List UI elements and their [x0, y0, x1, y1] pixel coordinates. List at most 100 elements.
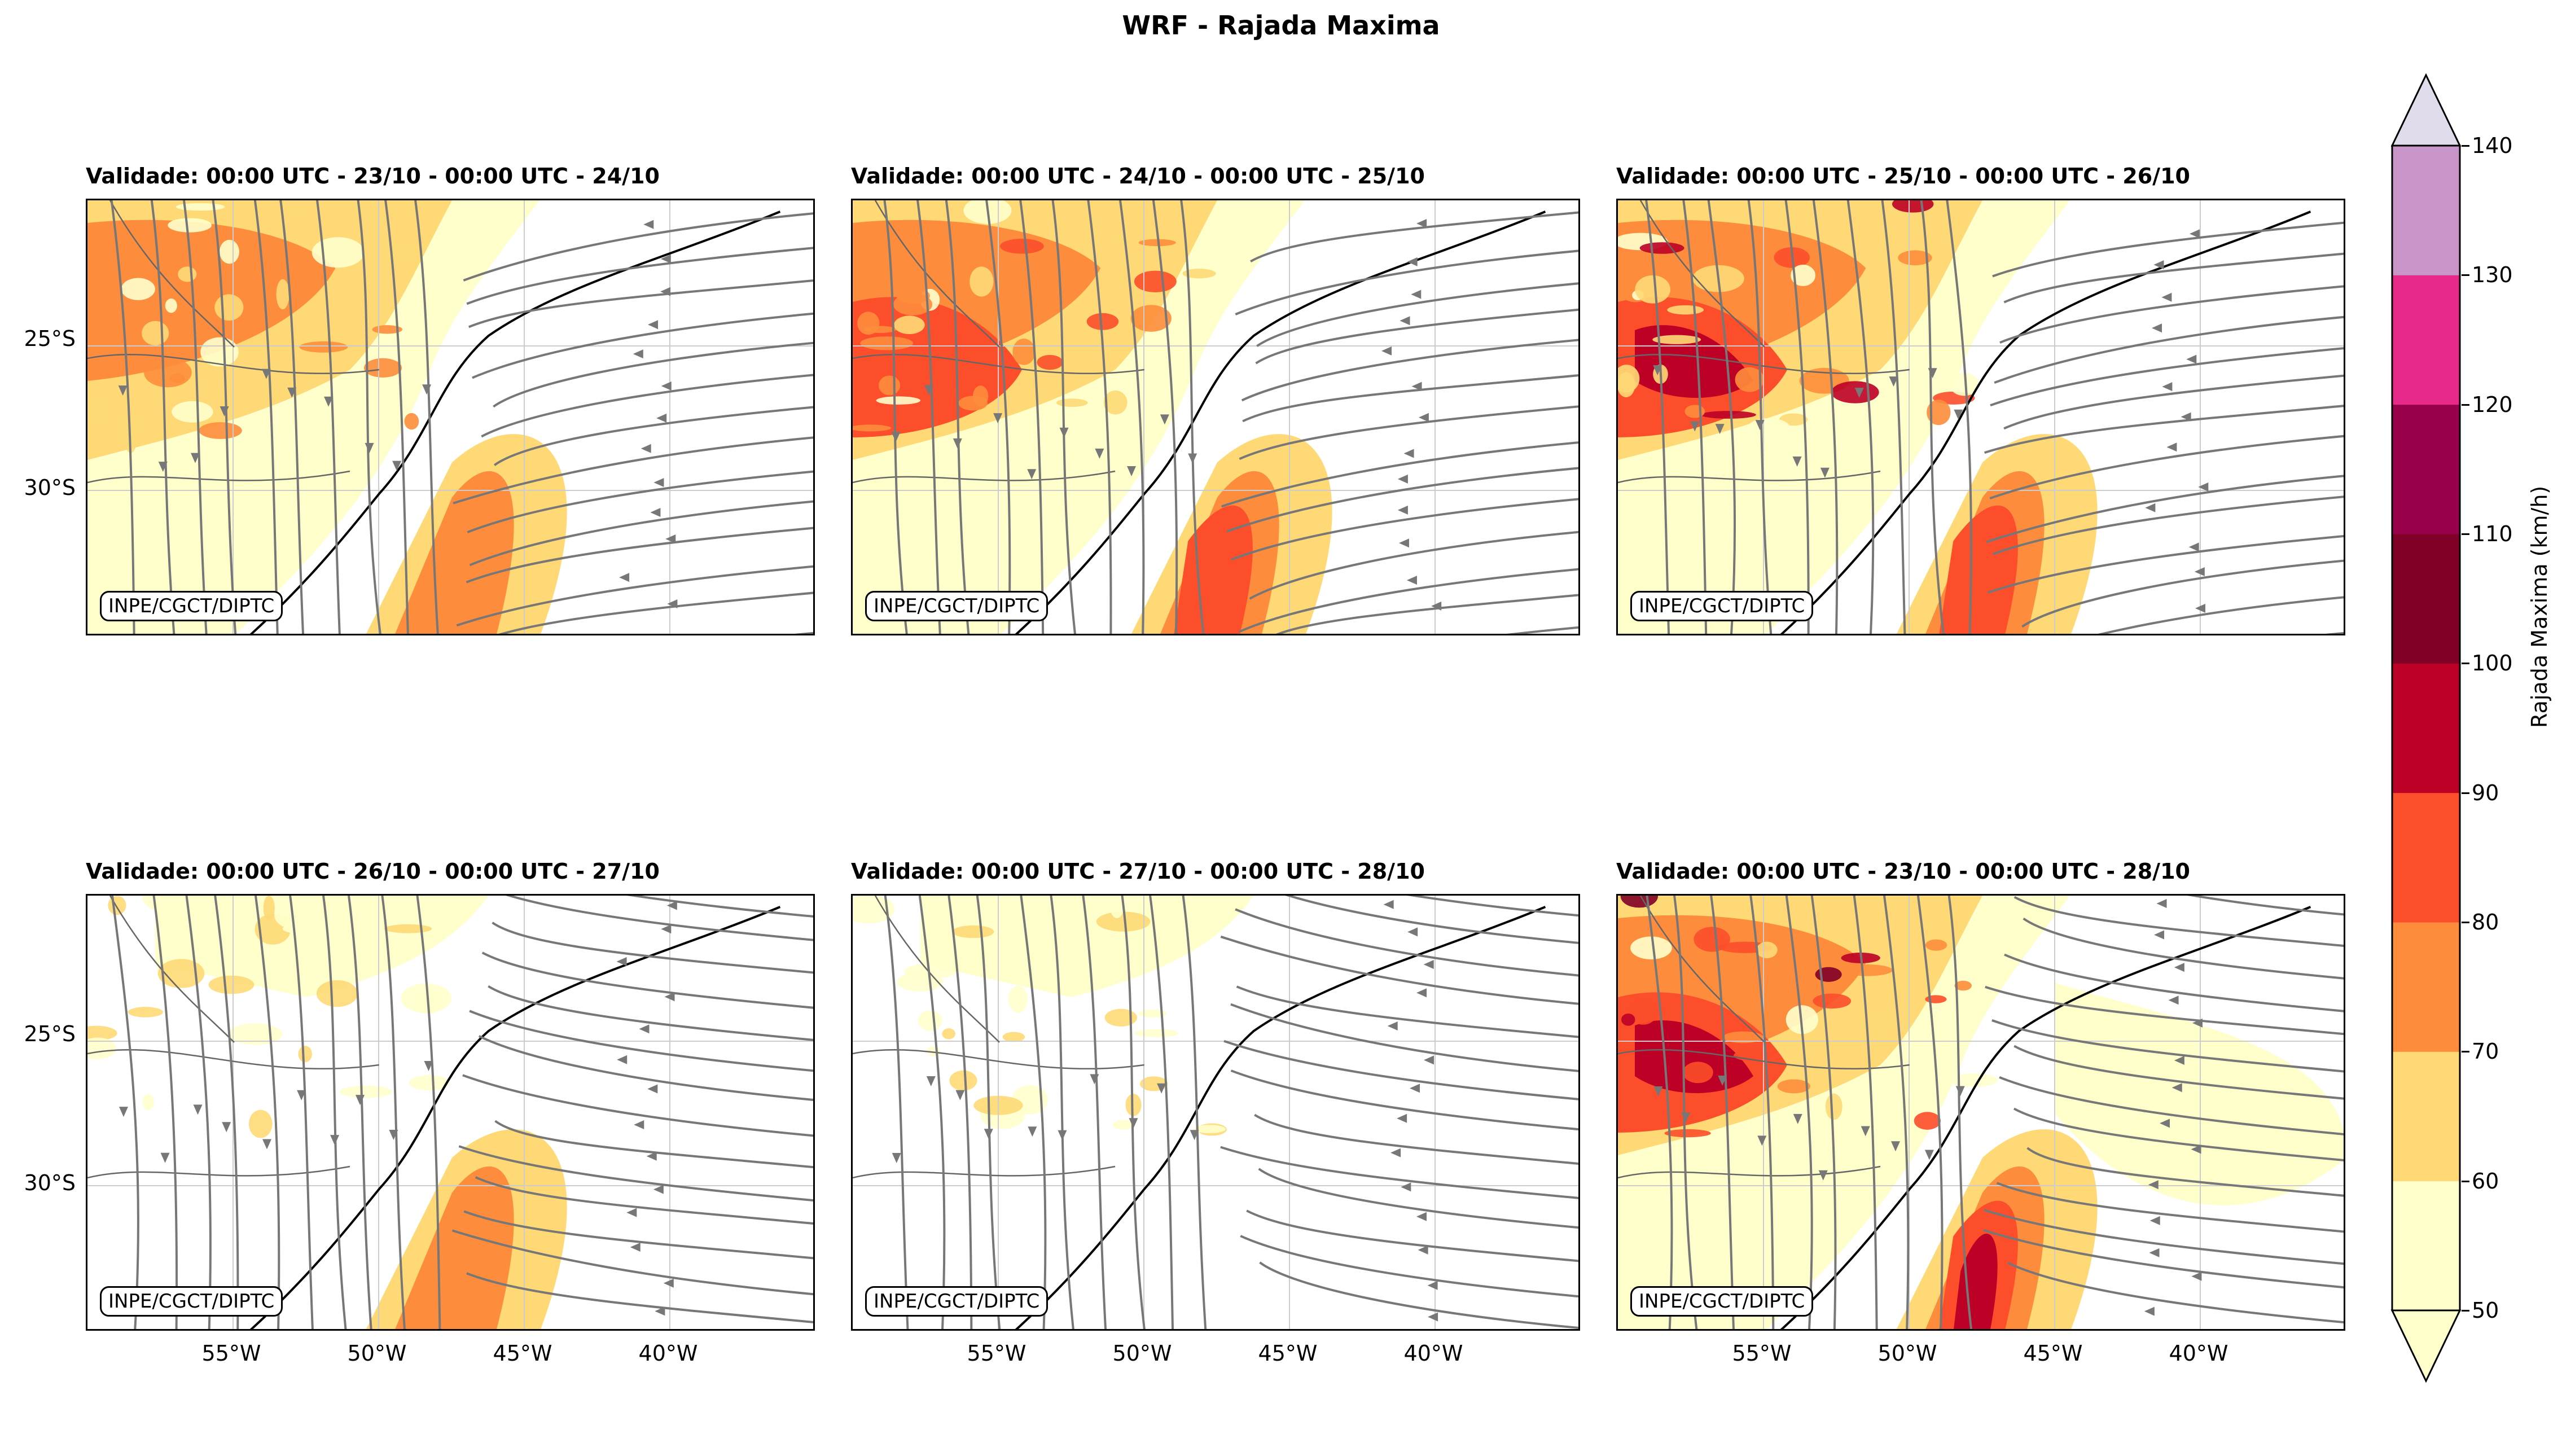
streamline [1853, 896, 1878, 1329]
streamline-arrow [2166, 442, 2177, 452]
streamline [1255, 308, 1578, 365]
gust-patch [220, 239, 239, 264]
streamline [498, 591, 813, 634]
streamline [1994, 315, 2344, 384]
streamline [1920, 200, 1945, 634]
streamline-arrow [648, 320, 659, 330]
colorbar-tick-mark [2462, 1051, 2469, 1053]
streamline-arrow [190, 453, 200, 463]
gust-area-80 [1939, 505, 2018, 634]
streamline [2003, 374, 2344, 430]
streamline [2021, 559, 2344, 628]
gust-patch [942, 1028, 955, 1040]
map-area[interactable]: INPE/CGCT/DIPTC [851, 894, 1580, 1331]
streamline-arrow [2159, 1119, 2170, 1128]
streamline [1881, 200, 1906, 634]
gust-patch [949, 1070, 977, 1091]
streamline-arrows [1653, 898, 2203, 1316]
streamline-arrow [389, 1129, 398, 1140]
gust-patch [1825, 1093, 1842, 1120]
streamline [469, 500, 813, 567]
streamline-arrow [2144, 1306, 2155, 1316]
streamline-arrow [1431, 601, 1442, 611]
streamline [2026, 1147, 2344, 1197]
gust-patch [853, 424, 892, 432]
streamline-arrow [262, 1139, 271, 1150]
gust-patch [299, 341, 348, 353]
streamline-arrow [924, 385, 934, 396]
map-area[interactable]: INPE/CGCT/DIPTC [86, 894, 815, 1331]
streamline-arrow [1190, 1130, 1199, 1141]
gust-patch [1701, 411, 1756, 419]
gust-patch [1756, 941, 1778, 959]
lat-label: 30°S [24, 475, 76, 500]
gust-patch [404, 413, 419, 430]
lon-label: 50°W [1877, 1341, 1937, 1366]
streamline [289, 896, 314, 1329]
streamline [1747, 200, 1773, 634]
map-area[interactable]: INPE/CGCT/DIPTC [1616, 894, 2345, 1331]
colorbar-segment [2392, 1181, 2460, 1311]
credit-label: INPE/CGCT/DIPTC [100, 1286, 283, 1317]
streamline-arrow [2168, 995, 2179, 1005]
streamline [1646, 896, 1673, 1329]
gust-patch [168, 218, 212, 233]
gust-patch [1735, 367, 1765, 392]
streamline [2004, 953, 2344, 1012]
streamline-arrow [650, 508, 661, 518]
streamline-arrow [2145, 503, 2156, 512]
streamline-arrow [392, 461, 402, 471]
colorbar-tick-label: 100 [2472, 651, 2513, 676]
streamline-arrow [891, 432, 901, 442]
gust-patch [199, 422, 242, 439]
streamline-arrow [639, 1024, 650, 1034]
gust-patch [1109, 896, 1125, 918]
streamline-arrow [953, 438, 962, 449]
map-area[interactable]: INPE/CGCT/DIPTC [1616, 199, 2345, 635]
map-area[interactable]: INPE/CGCT/DIPTC [851, 199, 1580, 635]
gust-patch [918, 1010, 942, 1031]
streamline-arrow [2174, 963, 2184, 972]
streamline [1239, 568, 1578, 633]
gust-patch [1791, 264, 1816, 287]
gust-patch [1193, 1125, 1226, 1134]
map-area[interactable]: INPE/CGCT/DIPTC [86, 199, 815, 635]
colorbar-label: Rajada Maxima (km/h) [2527, 485, 2552, 728]
streamline-arrow [1861, 1126, 1870, 1137]
streamlines [110, 200, 813, 634]
streamline-arrow [330, 1135, 340, 1146]
gust-patch [1630, 936, 1672, 960]
streamline-arrow [2171, 1083, 2182, 1093]
streamline [1050, 896, 1074, 1329]
streamline-arrow [1058, 1130, 1067, 1141]
gust-patch [142, 896, 185, 912]
streamline-arrow [2152, 323, 2162, 333]
gust-patch [1947, 1073, 1998, 1087]
streamlines [884, 896, 1578, 1329]
streamline-arrow [424, 1060, 433, 1071]
streamline-arrow [365, 442, 374, 453]
gust-patch [1664, 1129, 1711, 1138]
streamline-arrow [1423, 960, 1434, 970]
streamline [1258, 1168, 1578, 1229]
streamline-arrow [647, 1084, 658, 1094]
streamline-arrow [666, 901, 677, 910]
colorbar-tick-label: 90 [2472, 780, 2499, 805]
streamline [462, 1074, 813, 1137]
gust-patch [1629, 999, 1657, 1025]
streamline-arrow [1397, 505, 1408, 515]
colorbar-segment [2392, 275, 2460, 405]
colorbar-tick-mark [2462, 663, 2469, 665]
gust-patch [1086, 313, 1119, 330]
streamline-arrow [1424, 1055, 1434, 1065]
colorbar-tick-label: 50 [2472, 1298, 2499, 1323]
streamline [1236, 985, 1578, 1038]
gust-patch [1927, 400, 1951, 426]
gust-patch [1618, 372, 1635, 397]
gust-patch [1949, 372, 1979, 396]
streamline-arrow [955, 1090, 965, 1100]
colorbar-tick-mark [2462, 922, 2469, 923]
gust-patch [104, 238, 134, 246]
streamline-arrow [1398, 538, 1409, 548]
streamline [1989, 435, 2344, 499]
